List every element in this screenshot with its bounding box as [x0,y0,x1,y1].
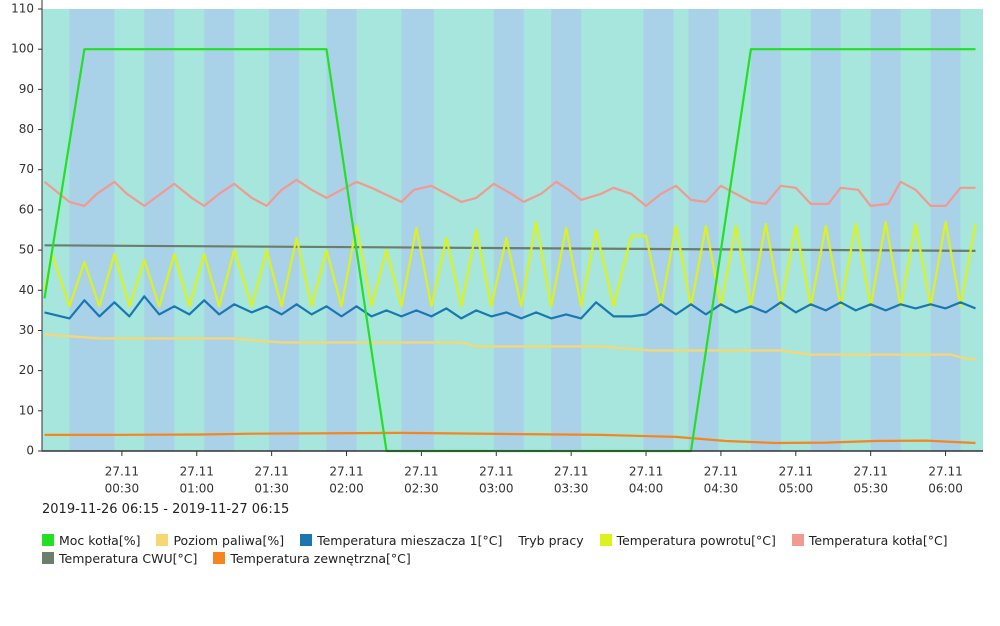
y-tick-label: 60 [19,202,34,216]
x-tick-label: 01:00 [179,482,214,496]
x-tick-label: 02:00 [329,482,364,496]
x-tick-label: 02:30 [404,482,439,496]
mode-band [688,9,719,451]
legend-swatch [42,552,54,564]
legend-item[interactable]: Moc kotła[%] [42,532,140,548]
date-range: 2019-11-26 06:15 - 2019-11-27 06:15 [42,502,290,517]
legend-swatch [599,534,612,546]
legend-item[interactable]: Tryb pracy [518,532,583,548]
x-tick-label: 03:00 [479,482,514,496]
x-tick-date: 27.11 [404,465,438,479]
y-tick-label: 80 [19,122,34,136]
y-tick-label: 90 [19,82,34,96]
series-line [43,220,977,308]
x-tick-label: 04:00 [629,482,664,496]
legend-label: Temperatura CWU[°C] [59,550,198,566]
x-tick-date: 27.11 [254,465,288,479]
legend-item[interactable]: Poziom paliwa[%] [156,532,284,548]
x-tick-label: 03:30 [554,482,589,496]
x-tick-label: 00:30 [105,482,140,496]
chart: 0 10 20 30 40 50 60 70 80 90 100 110 27.11 00:30 27.11… [11,0,983,496]
x-tick-date: 27.11 [779,465,813,479]
mode-band [69,9,115,451]
mode-band [493,9,524,451]
x-tick-date: 27.11 [629,465,663,479]
mode-band [269,9,300,451]
y-tick-label: 0 [26,444,34,458]
x-tick-date: 27.11 [704,465,738,479]
x-tick-date: 27.11 [928,465,962,479]
y-tick-label: 10 [19,403,34,417]
x-tick-label: 05:00 [779,482,814,496]
mode-band [204,9,235,451]
mode-band [870,9,901,451]
legend-item[interactable]: Temperatura mieszacza 1[°C] [300,532,502,548]
y-tick-label: 40 [19,283,34,297]
legend-item[interactable]: Temperatura zewnętrzna[°C] [213,550,411,566]
legend-label: Temperatura mieszacza 1[°C] [317,532,503,548]
legend-item[interactable]: Temperatura CWU[°C] [42,550,197,566]
x-tick-date: 27.11 [329,465,363,479]
legend-label: Moc kotła[%] [59,532,141,548]
x-tick-date: 27.11 [105,465,139,479]
x-tick-date: 27.11 [180,465,214,479]
mode-band [930,9,961,451]
legend-label: Temperatura zewnętrzna[°C] [230,550,411,566]
legend-swatch [156,534,169,546]
x-tick-date: 27.11 [853,465,887,479]
x-tick-date: 27.11 [479,465,513,479]
y-tick-label: 30 [19,323,34,337]
x-tick-label: 05:30 [853,482,888,496]
legend-label: Temperatura kotła[°C] [808,532,948,548]
x-tick-label: 06:00 [928,482,963,496]
y-tick-label: 110 [11,2,34,16]
x-tick-label: 01:30 [254,482,289,496]
legend-swatch [300,534,313,546]
y-tick-label: 20 [19,363,34,377]
series-line [44,333,976,360]
mode-band [643,9,674,451]
legend: Moc kotła[%] Poziom paliwa[%] Temperatura … [42,532,982,566]
legend-item[interactable]: Temperatura powrotu[°C] [599,532,776,548]
series-line [44,431,976,445]
legend-item[interactable]: Temperatura kotła[°C] [791,532,948,548]
y-tick-label: 100 [11,42,34,56]
legend-swatch [42,534,54,546]
x-tick-date: 27.11 [554,465,588,479]
series-line [44,295,976,320]
legend-label: Tryb pracy [518,532,584,548]
mode-band [144,9,175,451]
y-tick-label: 50 [19,243,34,257]
series-line [43,178,976,207]
y-tick-label: 70 [19,162,34,176]
legend-swatch [213,552,226,564]
legend-label: Temperatura powrotu[°C] [616,532,776,548]
legend-label: Poziom paliwa[%] [173,532,285,548]
legend-swatch [791,534,804,546]
x-tick-label: 04:30 [704,482,739,496]
